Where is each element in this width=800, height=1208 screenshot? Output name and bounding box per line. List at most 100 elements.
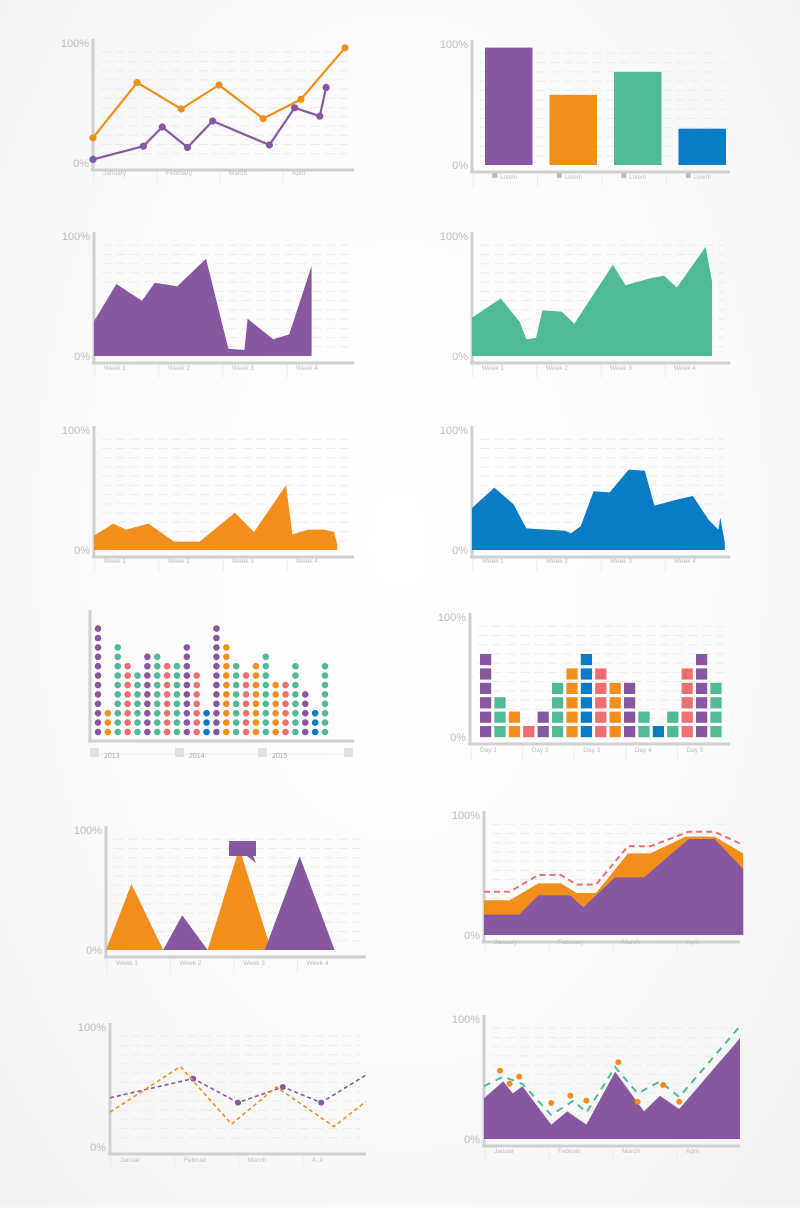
data-point bbox=[183, 143, 192, 151]
data-point bbox=[209, 117, 217, 125]
timeline-marker bbox=[258, 748, 267, 757]
y-tick-label: 100% bbox=[74, 825, 102, 837]
data-point bbox=[676, 1098, 683, 1105]
dot bbox=[311, 728, 319, 736]
dot bbox=[262, 653, 270, 661]
square-cell bbox=[480, 726, 492, 738]
dot bbox=[144, 700, 151, 708]
dot bbox=[114, 700, 122, 708]
dot bbox=[114, 681, 122, 689]
dot bbox=[104, 719, 112, 726]
x-tick-label: Lorem bbox=[500, 175, 517, 181]
callout-bubble bbox=[229, 841, 256, 863]
square-cell bbox=[696, 711, 708, 723]
square-cell bbox=[537, 726, 549, 738]
x-tick-label: Week 4 bbox=[674, 365, 696, 372]
dot bbox=[124, 700, 131, 708]
chart-months-stacked: 100% 0% January February March April bbox=[452, 810, 744, 952]
dot bbox=[213, 691, 220, 698]
dot bbox=[282, 700, 289, 708]
data-point bbox=[318, 1099, 325, 1106]
square-cell bbox=[667, 711, 679, 723]
dot bbox=[262, 662, 270, 670]
chart-weeks-area-green: 100% 0% Week 1 Week 2 Week 3 Week 4 bbox=[440, 231, 730, 378]
x-tick-label: Day 1 bbox=[480, 747, 497, 754]
dot bbox=[311, 709, 319, 717]
y-tick-label: 0% bbox=[74, 351, 90, 363]
dot bbox=[242, 681, 250, 689]
dot bbox=[183, 709, 191, 717]
dot bbox=[252, 709, 260, 717]
dot bbox=[282, 709, 289, 717]
dot bbox=[134, 681, 141, 689]
dot bbox=[144, 672, 151, 679]
dot bbox=[232, 662, 240, 670]
x-tick-label: Week 3 bbox=[232, 558, 254, 565]
chart-months-area-dash-dots: 100% 0% Januar Februar March April bbox=[452, 1014, 741, 1161]
dot bbox=[301, 691, 309, 698]
dot bbox=[163, 691, 171, 698]
x-tick-label: Januar bbox=[494, 1148, 515, 1155]
chart-months-line: 100% 0% January February March April bbox=[61, 38, 354, 183]
dot bbox=[193, 719, 200, 726]
dot bbox=[183, 681, 191, 689]
square-cell bbox=[580, 654, 592, 666]
chart-weeks-peaks: 100% 0% Week 1 Week 2 Week 3 Week 4 bbox=[74, 825, 366, 973]
dot bbox=[94, 691, 102, 698]
x-tick-label: March bbox=[229, 170, 247, 177]
dot bbox=[173, 728, 181, 736]
square-cell bbox=[595, 668, 607, 680]
dot bbox=[321, 728, 329, 736]
dot bbox=[94, 719, 102, 726]
legend-square bbox=[685, 173, 691, 178]
y-tick-label: 0% bbox=[450, 732, 466, 744]
x-tick-label: Week 4 bbox=[296, 558, 318, 565]
dot bbox=[153, 681, 161, 689]
data-point bbox=[158, 123, 166, 131]
dot bbox=[232, 681, 240, 689]
square-cell bbox=[580, 711, 592, 723]
chart-weeks-area-orange: 100% 0% Week 1 Week 2 Week 3 Week 4 bbox=[62, 425, 354, 571]
dot bbox=[153, 662, 161, 670]
dot bbox=[183, 728, 191, 736]
dot bbox=[213, 662, 220, 670]
x-tick-label: March bbox=[622, 939, 640, 946]
dot bbox=[193, 681, 200, 689]
square-cell bbox=[580, 726, 592, 738]
dot bbox=[144, 681, 151, 689]
x-tick-label: Day 3 bbox=[583, 747, 600, 754]
dot bbox=[262, 691, 270, 698]
dot bbox=[153, 700, 161, 708]
square-cell bbox=[638, 726, 650, 738]
x-tick-label: February bbox=[166, 170, 193, 177]
y-tick-label: 0% bbox=[452, 545, 468, 557]
series-line bbox=[484, 830, 744, 893]
y-tick-label: 0% bbox=[73, 158, 89, 170]
dot bbox=[282, 728, 289, 736]
dot bbox=[94, 644, 102, 651]
x-tick-label: Week 4 bbox=[296, 365, 318, 372]
square-cell bbox=[508, 726, 520, 738]
dot bbox=[144, 691, 151, 698]
x-tick-label: Week 2 bbox=[546, 365, 568, 372]
square-cell bbox=[552, 697, 564, 709]
dot bbox=[124, 672, 131, 679]
data-point bbox=[89, 155, 97, 163]
dot bbox=[213, 728, 220, 736]
square-cell bbox=[480, 711, 492, 723]
x-tick-label: Week 1 bbox=[104, 558, 126, 565]
area-fill bbox=[472, 469, 725, 550]
square-cell bbox=[710, 711, 722, 723]
dot bbox=[242, 728, 250, 736]
dot bbox=[163, 662, 171, 670]
square-cell bbox=[624, 711, 636, 723]
dot bbox=[232, 709, 240, 717]
timeline-marker bbox=[90, 748, 99, 757]
x-tick-label: Week 2 bbox=[168, 558, 190, 565]
bar bbox=[678, 128, 726, 165]
dot bbox=[213, 625, 220, 632]
square-cell bbox=[566, 682, 578, 694]
dot bbox=[252, 672, 260, 679]
dot bbox=[262, 728, 270, 736]
dot bbox=[262, 709, 270, 717]
